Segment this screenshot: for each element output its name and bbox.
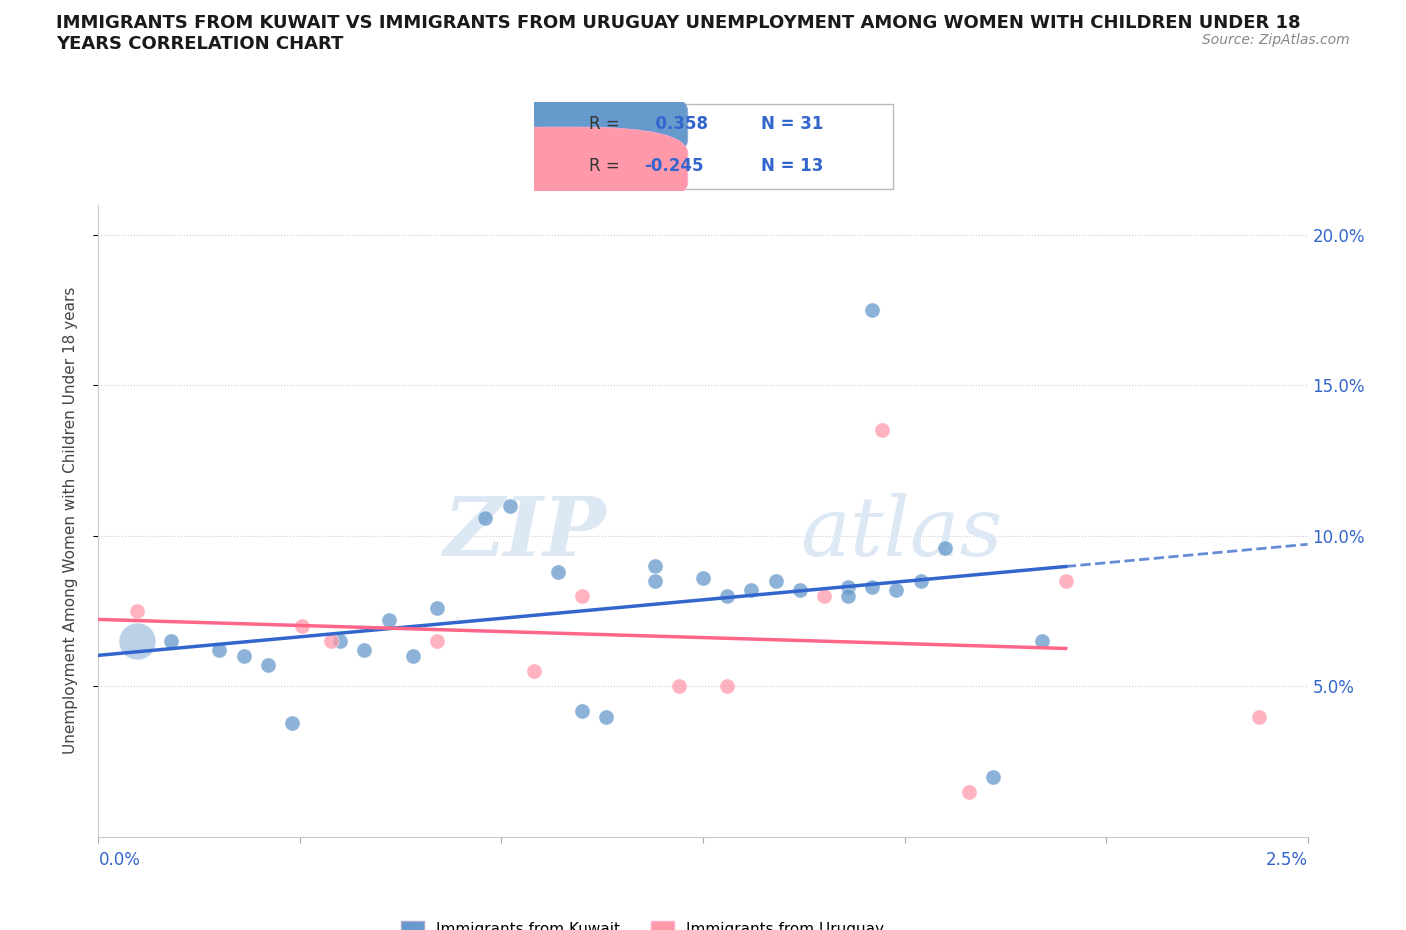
Point: [813, 589, 835, 604]
Text: 0.358: 0.358: [644, 115, 709, 133]
Point: [290, 618, 312, 633]
Text: IMMIGRANTS FROM KUWAIT VS IMMIGRANTS FROM URUGUAY UNEMPLOYMENT AMONG WOMEN WITH : IMMIGRANTS FROM KUWAIT VS IMMIGRANTS FRO…: [56, 14, 1301, 53]
Point: [1249, 709, 1271, 724]
Point: [208, 643, 231, 658]
Point: [547, 565, 569, 579]
Text: N = 31: N = 31: [761, 115, 824, 133]
Point: [860, 302, 883, 317]
FancyBboxPatch shape: [538, 104, 893, 189]
Point: [740, 582, 762, 597]
Point: [692, 571, 714, 586]
Text: ZIP: ZIP: [444, 494, 606, 574]
Point: [910, 574, 932, 589]
Point: [523, 664, 546, 679]
Point: [886, 582, 908, 597]
Point: [127, 634, 149, 649]
Point: [127, 604, 149, 618]
Point: [498, 498, 520, 513]
Point: [281, 715, 304, 730]
Point: [860, 579, 883, 594]
Point: [319, 634, 342, 649]
Text: Source: ZipAtlas.com: Source: ZipAtlas.com: [1202, 33, 1350, 46]
Point: [426, 634, 449, 649]
Point: [256, 658, 278, 672]
Point: [789, 582, 811, 597]
Point: [353, 643, 375, 658]
Point: [571, 589, 593, 604]
Text: R =: R =: [589, 157, 620, 175]
Point: [870, 423, 893, 438]
Point: [716, 679, 738, 694]
Text: 0.0%: 0.0%: [98, 851, 141, 870]
Point: [402, 649, 425, 664]
Text: R =: R =: [589, 115, 620, 133]
Point: [160, 634, 183, 649]
Legend: Immigrants from Kuwait, Immigrants from Uruguay: Immigrants from Kuwait, Immigrants from …: [395, 915, 890, 930]
Point: [1031, 634, 1053, 649]
FancyBboxPatch shape: [436, 85, 688, 166]
Point: [377, 613, 399, 628]
Point: [571, 703, 593, 718]
Text: 2.5%: 2.5%: [1265, 851, 1308, 870]
Point: [837, 589, 859, 604]
Text: -0.245: -0.245: [644, 157, 703, 175]
Point: [765, 574, 787, 589]
Point: [644, 574, 666, 589]
Point: [232, 649, 254, 664]
Point: [644, 559, 666, 574]
Point: [934, 540, 956, 555]
Point: [595, 709, 617, 724]
Point: [329, 634, 352, 649]
Point: [668, 679, 690, 694]
Y-axis label: Unemployment Among Women with Children Under 18 years: Unemployment Among Women with Children U…: [63, 287, 77, 754]
Point: [1054, 574, 1077, 589]
Point: [474, 511, 496, 525]
Point: [837, 579, 859, 594]
Point: [426, 601, 449, 616]
Point: [981, 769, 1004, 784]
Text: atlas: atlas: [800, 494, 1002, 574]
Point: [716, 589, 738, 604]
Text: N = 13: N = 13: [761, 157, 824, 175]
Point: [957, 784, 980, 799]
FancyBboxPatch shape: [436, 127, 688, 208]
